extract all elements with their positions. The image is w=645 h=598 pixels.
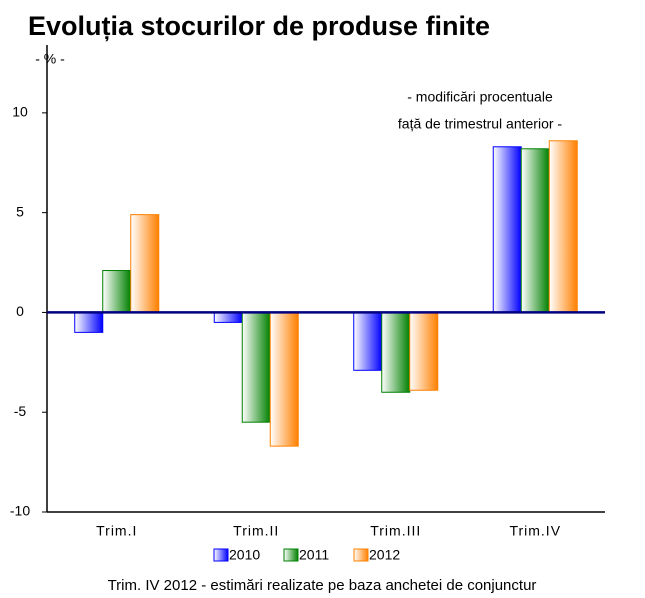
x-tick-label: Trim.I bbox=[96, 523, 137, 539]
x-tick-label: Trim.II bbox=[233, 523, 279, 539]
x-tick-label: Trim.III bbox=[370, 523, 421, 539]
legend-swatch bbox=[213, 548, 229, 562]
bar bbox=[213, 311, 243, 323]
bar bbox=[381, 311, 411, 393]
legend-label: 2010 bbox=[229, 547, 260, 563]
y-tick-label: -5 bbox=[14, 403, 27, 419]
bar bbox=[269, 311, 299, 447]
y-axis-label: - % - bbox=[35, 51, 65, 67]
legend-swatch bbox=[353, 548, 369, 562]
annotation: - modificări procentuale bbox=[407, 89, 553, 105]
y-tick-label: 5 bbox=[16, 203, 24, 219]
annotation: față de trimestrul anterior - bbox=[398, 116, 563, 132]
y-tick-label: -10 bbox=[10, 503, 30, 519]
y-tick-label: 0 bbox=[16, 303, 24, 319]
bar bbox=[492, 146, 522, 313]
x-tick-label: Trim.IV bbox=[509, 523, 561, 539]
bar bbox=[353, 311, 383, 371]
legend-swatch bbox=[283, 548, 299, 562]
bar bbox=[241, 311, 271, 423]
chart-title: Evoluția stocurilor de produse finite bbox=[28, 11, 490, 41]
note: Trim. IV 2012 - estimări realizate pe ba… bbox=[108, 577, 537, 594]
bar bbox=[130, 214, 160, 313]
y-tick-label: 10 bbox=[12, 104, 28, 120]
legend-label: 2012 bbox=[369, 547, 400, 563]
bar bbox=[102, 270, 132, 313]
bar bbox=[409, 311, 439, 391]
bar bbox=[548, 140, 578, 313]
bar bbox=[520, 148, 550, 313]
bar bbox=[74, 311, 104, 333]
legend-label: 2011 bbox=[299, 547, 329, 563]
